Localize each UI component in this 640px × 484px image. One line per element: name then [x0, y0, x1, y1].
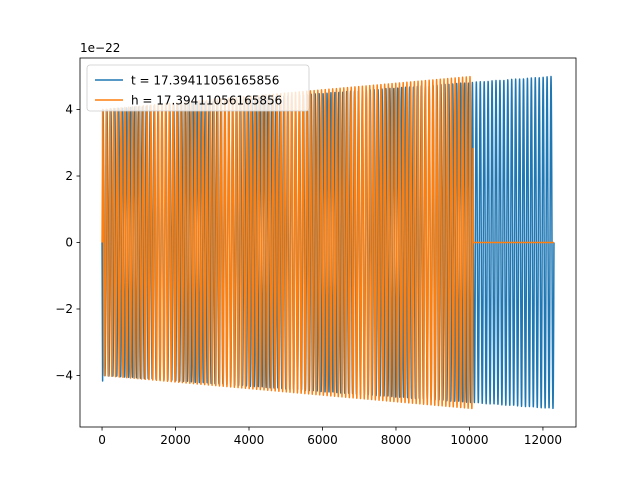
x-tick-label: 6000 — [307, 433, 338, 447]
y-tick-label: 0 — [65, 236, 73, 250]
y-tick-label: −4 — [55, 368, 73, 382]
legend-label: t = 17.39411056165856 — [131, 74, 279, 88]
y-tick-label: 2 — [65, 169, 73, 183]
x-tick-label: 12000 — [524, 433, 562, 447]
series-layer — [101, 75, 555, 410]
legend-box — [86, 64, 310, 112]
x-tick-label: 10000 — [450, 433, 488, 447]
x-tick-label: 2000 — [160, 433, 191, 447]
x-tick-label: 0 — [98, 433, 106, 447]
legend-label: h = 17.39411056165856 — [131, 94, 282, 108]
legend: t = 17.39411056165856 h = 17.394110561658… — [86, 64, 310, 112]
series-line-1 — [101, 75, 554, 410]
y-tick-label: −2 — [55, 302, 73, 316]
y-offset-label: 1e−22 — [80, 41, 120, 55]
x-tick-label: 4000 — [234, 433, 265, 447]
x-tick-label: 8000 — [381, 433, 412, 447]
axes-layer: 0 2000 4000 6000 8000 10000 12000 −4 −2 0 2 4 — [55, 57, 577, 447]
y-tick-label: 4 — [65, 103, 73, 117]
